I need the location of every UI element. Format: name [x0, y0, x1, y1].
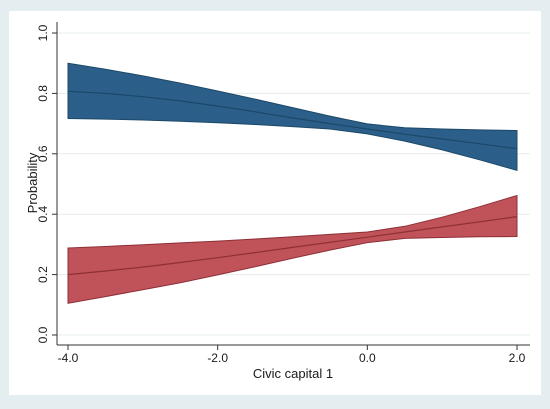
y-tick-label: 0.6 — [36, 145, 50, 162]
x-tick-label: -2.0 — [207, 351, 228, 365]
y-tick-label: 0.8 — [36, 85, 50, 102]
x-axis-label: Civic capital 1 — [253, 366, 333, 381]
x-tick-label: -4.0 — [58, 351, 79, 365]
y-tick-label: 1.0 — [36, 24, 50, 41]
y-tick-label: 0.4 — [36, 206, 50, 223]
estimate-line-1 — [67, 90, 518, 150]
confidence-bands — [67, 62, 518, 304]
y-tick-label: 0.2 — [36, 266, 50, 283]
estimate-lines — [67, 90, 518, 276]
confidence-band-1 — [67, 62, 518, 172]
confidence-band-2 — [67, 194, 518, 304]
axes — [56, 22, 530, 346]
x-tick-label: 0.0 — [359, 351, 376, 365]
x-tick-label: 2.0 — [509, 351, 526, 365]
y-axis-label: Probability — [25, 152, 40, 213]
ticks: 0.0 0.2 0.4 0.6 0.8 1.0 -4.0 -2.0 0.0 2.0 — [36, 24, 526, 365]
estimate-line-2 — [67, 216, 518, 276]
y-tick-label: 0.0 — [36, 326, 50, 343]
